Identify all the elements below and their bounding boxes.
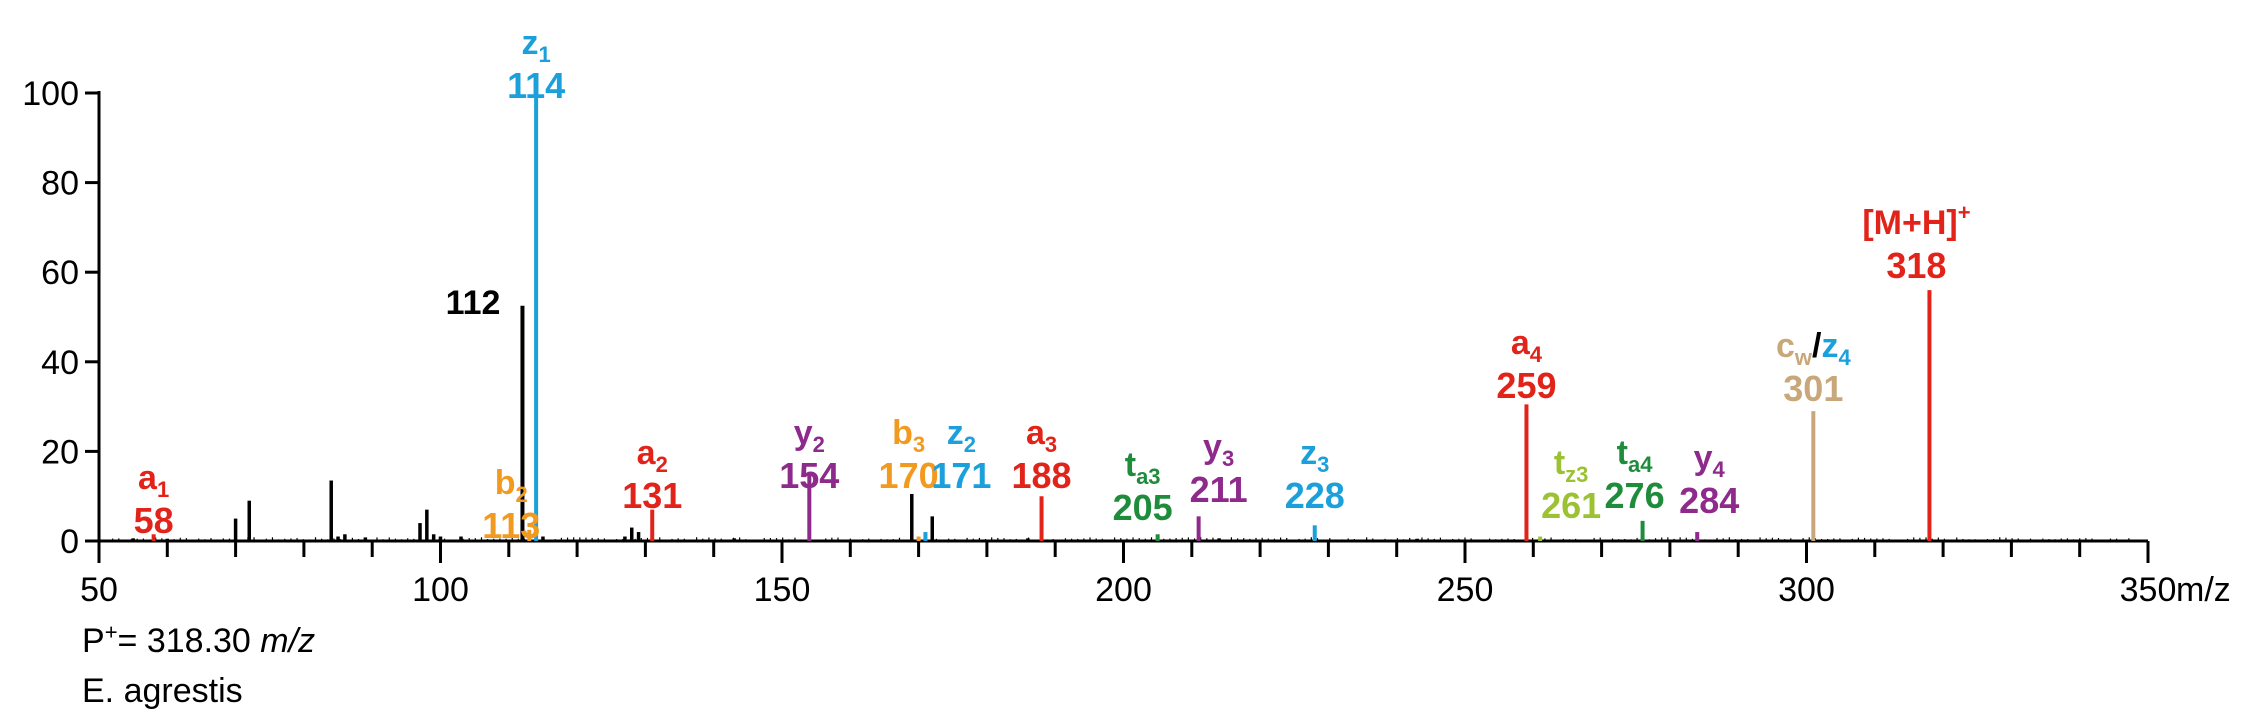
peak-label-ion-301: cw/z4: [1776, 327, 1852, 370]
x-tick-label-50: 50: [80, 571, 118, 609]
peak-label-value-112: 112: [446, 284, 501, 322]
y-tick-label-20: 20: [41, 433, 79, 471]
peak-label-ion-171: z2: [947, 414, 976, 457]
peak-label-ion-113: b2: [495, 464, 528, 507]
peak-label-ion-259: a4: [1511, 324, 1543, 367]
peak-label-value-228: 228: [1285, 475, 1345, 516]
peak-label-value-284: 284: [1679, 480, 1739, 521]
peak-label-ion-58: a1: [138, 459, 169, 502]
peak-label-ion-188: a3: [1026, 414, 1057, 457]
peaks: [131, 93, 1932, 541]
precursor-value: = 318.30: [117, 622, 251, 660]
peak-label-ion-170: b3: [892, 414, 925, 457]
mass-spectrum-chart: 0 20 40 60 80 100 50 100 150 200 250 300 350 m/z a158…: [22, 24, 2231, 609]
x-tick-label-250: 250: [1437, 571, 1494, 609]
peak-label-value-261: 261: [1541, 485, 1601, 526]
peak-label-ion-318: [M+H]+: [1862, 200, 1970, 242]
baseline-noise: [112, 537, 2142, 541]
precursor-charge: +: [104, 619, 118, 645]
peak-label-ion-284: y4: [1694, 439, 1726, 482]
precursor-annotation: P+= 318.30 m/z: [82, 619, 316, 661]
y-tick-label-60: 60: [41, 254, 79, 292]
peak-label-ion-154: y2: [794, 414, 825, 457]
peak-label-value-301: 301: [1783, 368, 1843, 409]
peak-label-value-114: 114: [507, 65, 565, 106]
peak-label-value-205: 205: [1113, 487, 1173, 528]
peak-label-ion-228: z3: [1300, 434, 1329, 477]
peak-label-value-170: 170: [879, 455, 939, 496]
peak-label-ion-205: ta3: [1125, 446, 1161, 489]
peak-label-ion-261: tz3: [1554, 444, 1589, 487]
peak-label-value-113: 113: [482, 505, 540, 546]
species-label: E. agrestis: [82, 672, 243, 710]
peak-label-ion-276: ta4: [1617, 434, 1654, 477]
peak-label-value-58: 58: [134, 500, 174, 541]
peak-label-value-188: 188: [1012, 455, 1072, 496]
x-tick-label-300: 300: [1778, 571, 1835, 609]
peak-label-value-276: 276: [1605, 475, 1665, 516]
peak-label-value-154: 154: [779, 455, 839, 496]
x-tick-label-150: 150: [754, 571, 811, 609]
precursor-unit: m/z: [260, 622, 316, 660]
peak-label-value-318: 318: [1886, 245, 1946, 286]
x-tick-label-200: 200: [1095, 571, 1152, 609]
x-tick-label-100: 100: [412, 571, 469, 609]
peak-label-ion-211: y3: [1203, 428, 1234, 471]
peak-label-value-171: 171: [931, 455, 991, 496]
peak-label-value-131: 131: [622, 475, 682, 516]
x-axis-unit: m/z: [2176, 571, 2231, 609]
axes: 0 20 40 60 80 100 50 100 150 200 250 300 350 m/z: [22, 75, 2231, 609]
y-tick-label-100: 100: [22, 75, 79, 113]
peak-label-ion-114: z1: [521, 24, 550, 67]
y-tick-label-40: 40: [41, 344, 79, 382]
precursor-prefix: P: [82, 622, 105, 660]
x-tick-label-350: 350: [2120, 571, 2177, 609]
peak-label-ion-131: a2: [637, 434, 668, 477]
y-tick-label-0: 0: [60, 523, 79, 561]
y-tick-label-80: 80: [41, 165, 79, 203]
peak-label-value-211: 211: [1190, 469, 1248, 510]
peak-label-value-259: 259: [1496, 365, 1556, 406]
